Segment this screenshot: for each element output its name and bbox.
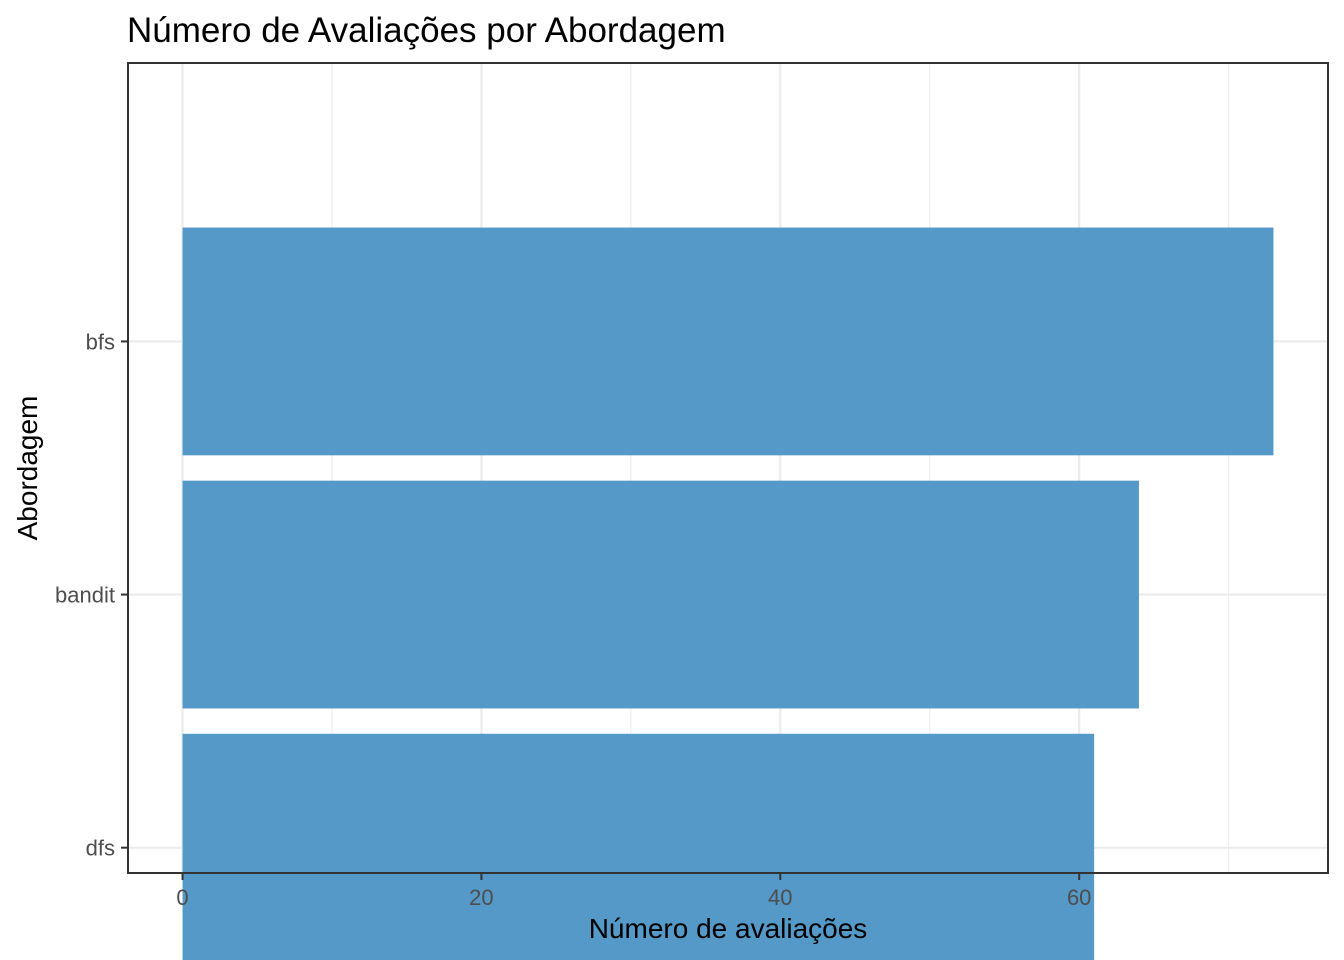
y-tick-label-bandit: bandit	[55, 583, 115, 608]
y-tick-label-bfs: bfs	[86, 329, 115, 354]
x-axis-title: Número de avaliações	[589, 913, 868, 944]
x-tick-label: 20	[469, 885, 493, 910]
bar-bandit	[182, 480, 1139, 709]
x-tick-label: 60	[1067, 885, 1091, 910]
y-tick-label-dfs: dfs	[86, 836, 115, 861]
bar-bfs	[182, 227, 1274, 456]
bar-dfs	[182, 733, 1095, 960]
x-tick-label: 0	[176, 885, 188, 910]
chart-title: Número de Avaliações por Abordagem	[127, 11, 726, 50]
bars	[182, 227, 1274, 960]
axes: 0 20 40 60 bfs bandit dfs	[55, 329, 1091, 910]
plot-panel-border	[127, 62, 1329, 874]
y-axis-title: Abordagem	[12, 396, 43, 541]
x-tick-label: 40	[768, 885, 792, 910]
